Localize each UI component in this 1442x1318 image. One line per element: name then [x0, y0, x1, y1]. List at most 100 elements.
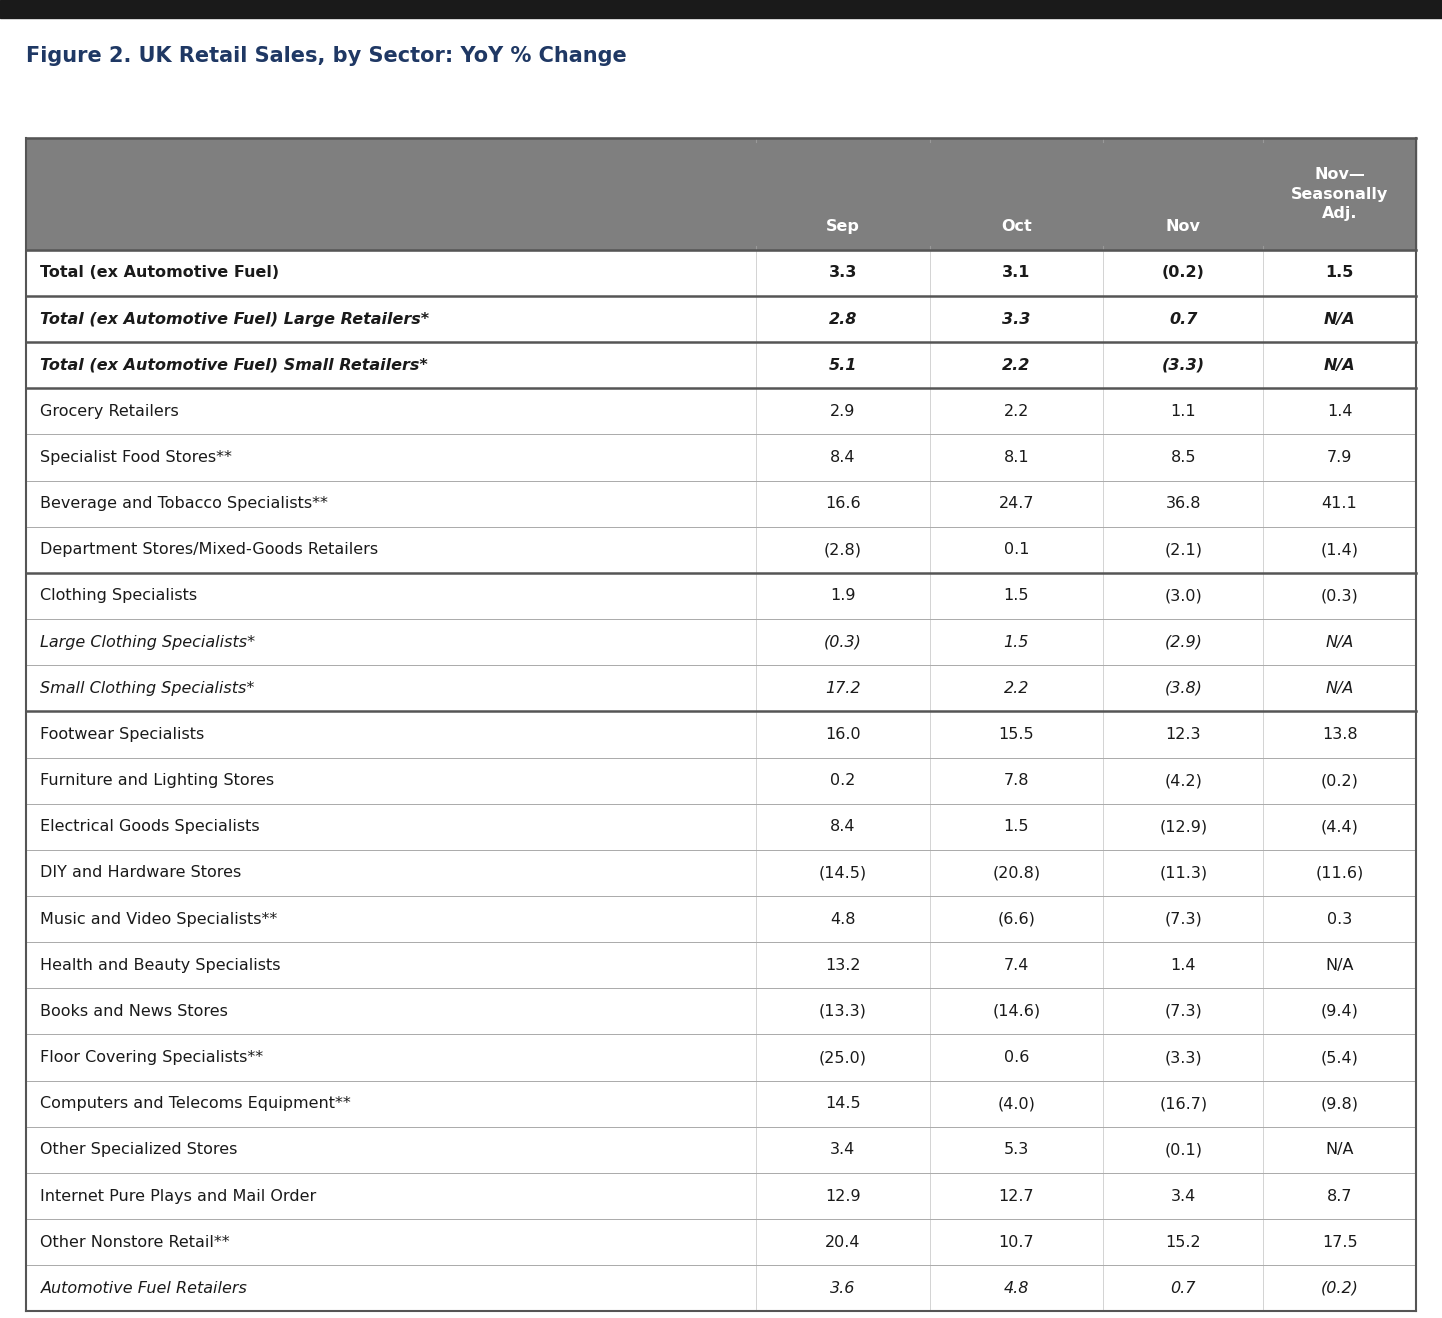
- Text: 5.1: 5.1: [829, 357, 857, 373]
- Text: 2.9: 2.9: [831, 403, 855, 419]
- Text: 14.5: 14.5: [825, 1097, 861, 1111]
- Bar: [26, 138, 1416, 250]
- Text: 3.3: 3.3: [829, 265, 857, 281]
- Text: 0.7: 0.7: [1169, 311, 1197, 327]
- Text: (0.2): (0.2): [1321, 1281, 1358, 1296]
- Text: 41.1: 41.1: [1322, 496, 1357, 511]
- Text: 15.2: 15.2: [1165, 1235, 1201, 1249]
- Text: 1.5: 1.5: [1004, 635, 1030, 650]
- Text: 2.2: 2.2: [1004, 403, 1030, 419]
- Text: (0.3): (0.3): [823, 635, 861, 650]
- Text: 8.4: 8.4: [831, 820, 855, 834]
- Text: Total (ex Automotive Fuel): Total (ex Automotive Fuel): [40, 265, 280, 281]
- Text: Grocery Retailers: Grocery Retailers: [40, 403, 179, 419]
- Text: N/A: N/A: [1324, 357, 1355, 373]
- Text: (2.1): (2.1): [1164, 542, 1203, 558]
- Text: Health and Beauty Specialists: Health and Beauty Specialists: [40, 958, 281, 973]
- Text: (14.6): (14.6): [992, 1004, 1041, 1019]
- Text: 5.3: 5.3: [1004, 1143, 1030, 1157]
- Text: N/A: N/A: [1325, 958, 1354, 973]
- Text: Nov—
Seasonally
Adj.: Nov— Seasonally Adj.: [1291, 167, 1389, 221]
- Text: (13.3): (13.3): [819, 1004, 867, 1019]
- Bar: [26, 573, 1416, 619]
- Bar: [26, 1173, 1416, 1219]
- Text: 24.7: 24.7: [999, 496, 1034, 511]
- Text: (2.8): (2.8): [823, 542, 862, 558]
- Text: 15.5: 15.5: [998, 728, 1034, 742]
- Text: 7.9: 7.9: [1327, 449, 1353, 465]
- Bar: [26, 1035, 1416, 1081]
- Bar: [26, 850, 1416, 896]
- Text: 2.8: 2.8: [829, 311, 857, 327]
- Text: Footwear Specialists: Footwear Specialists: [40, 728, 205, 742]
- Text: 1.5: 1.5: [1325, 265, 1354, 281]
- Text: (4.2): (4.2): [1164, 774, 1203, 788]
- Text: 8.4: 8.4: [831, 449, 855, 465]
- Bar: [26, 1265, 1416, 1311]
- Text: 0.3: 0.3: [1327, 912, 1353, 927]
- Text: (0.1): (0.1): [1164, 1143, 1203, 1157]
- Text: N/A: N/A: [1325, 635, 1354, 650]
- Text: (16.7): (16.7): [1159, 1097, 1207, 1111]
- Text: 8.1: 8.1: [1004, 449, 1030, 465]
- Text: Nov: Nov: [1165, 219, 1201, 235]
- Text: (7.3): (7.3): [1164, 912, 1203, 927]
- Text: 1.4: 1.4: [1327, 403, 1353, 419]
- Text: (4.4): (4.4): [1321, 820, 1358, 834]
- Bar: [26, 250, 1416, 297]
- Bar: [26, 435, 1416, 481]
- Text: 1.9: 1.9: [831, 589, 855, 604]
- Text: 13.8: 13.8: [1322, 728, 1357, 742]
- Text: (20.8): (20.8): [992, 866, 1041, 880]
- Text: Computers and Telecoms Equipment**: Computers and Telecoms Equipment**: [40, 1097, 350, 1111]
- Bar: [26, 1219, 1416, 1265]
- Text: 13.2: 13.2: [825, 958, 861, 973]
- Bar: [0, 0, 1442, 18]
- Bar: [26, 527, 1416, 573]
- Text: (14.5): (14.5): [819, 866, 867, 880]
- Bar: [26, 1081, 1416, 1127]
- Text: Department Stores/Mixed-Goods Retailers: Department Stores/Mixed-Goods Retailers: [40, 542, 378, 558]
- Text: 10.7: 10.7: [998, 1235, 1034, 1249]
- Text: Figure 2. UK Retail Sales, by Sector: YoY % Change: Figure 2. UK Retail Sales, by Sector: Yo…: [26, 46, 627, 66]
- Bar: [26, 1127, 1416, 1173]
- Bar: [26, 666, 1416, 712]
- Text: 12.9: 12.9: [825, 1189, 861, 1203]
- Bar: [26, 988, 1416, 1035]
- Text: Music and Video Specialists**: Music and Video Specialists**: [40, 912, 278, 927]
- Text: (5.4): (5.4): [1321, 1050, 1358, 1065]
- Text: Oct: Oct: [1001, 219, 1032, 235]
- Text: 17.2: 17.2: [825, 681, 861, 696]
- Text: (11.6): (11.6): [1315, 866, 1364, 880]
- Text: Books and News Stores: Books and News Stores: [40, 1004, 228, 1019]
- Text: 8.5: 8.5: [1171, 449, 1195, 465]
- Text: Small Clothing Specialists*: Small Clothing Specialists*: [40, 681, 255, 696]
- Text: Total (ex Automotive Fuel) Small Retailers*: Total (ex Automotive Fuel) Small Retaile…: [40, 357, 428, 373]
- Text: 2.2: 2.2: [1004, 681, 1030, 696]
- Text: (2.9): (2.9): [1164, 635, 1203, 650]
- Text: (9.8): (9.8): [1321, 1097, 1358, 1111]
- Text: 8.7: 8.7: [1327, 1189, 1353, 1203]
- Text: 3.4: 3.4: [831, 1143, 855, 1157]
- Text: N/A: N/A: [1325, 681, 1354, 696]
- Text: 12.7: 12.7: [998, 1189, 1034, 1203]
- Text: 17.5: 17.5: [1322, 1235, 1357, 1249]
- Text: 0.7: 0.7: [1171, 1281, 1195, 1296]
- Bar: [26, 481, 1416, 527]
- Text: 4.8: 4.8: [1004, 1281, 1030, 1296]
- Bar: [26, 297, 1416, 343]
- Text: (9.4): (9.4): [1321, 1004, 1358, 1019]
- Text: 36.8: 36.8: [1165, 496, 1201, 511]
- Text: Beverage and Tobacco Specialists**: Beverage and Tobacco Specialists**: [40, 496, 329, 511]
- Text: (0.3): (0.3): [1321, 589, 1358, 604]
- Text: (25.0): (25.0): [819, 1050, 867, 1065]
- Text: Furniture and Lighting Stores: Furniture and Lighting Stores: [40, 774, 274, 788]
- Text: Specialist Food Stores**: Specialist Food Stores**: [40, 449, 232, 465]
- Bar: [26, 712, 1416, 758]
- Text: (12.9): (12.9): [1159, 820, 1207, 834]
- Text: 7.8: 7.8: [1004, 774, 1030, 788]
- Text: 1.5: 1.5: [1004, 820, 1030, 834]
- Text: Other Nonstore Retail**: Other Nonstore Retail**: [40, 1235, 231, 1249]
- Text: 0.1: 0.1: [1004, 542, 1030, 558]
- Text: Total (ex Automotive Fuel) Large Retailers*: Total (ex Automotive Fuel) Large Retaile…: [40, 311, 430, 327]
